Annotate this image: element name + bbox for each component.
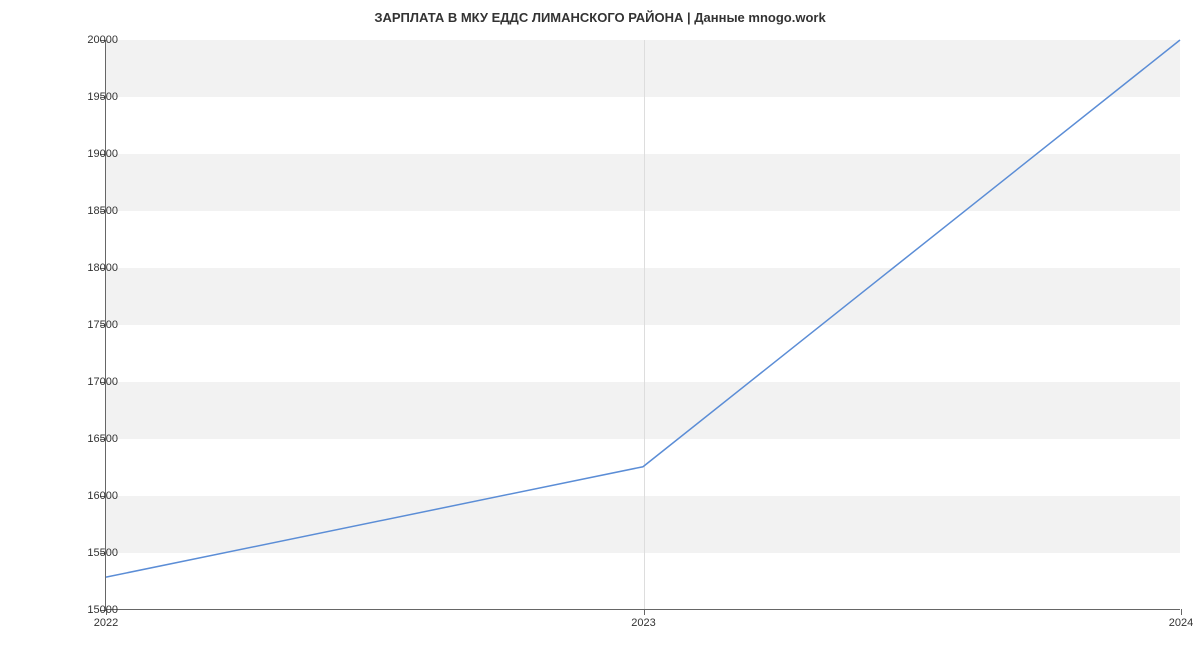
chart-title: ЗАРПЛАТА В МКУ ЕДДС ЛИМАНСКОГО РАЙОНА | … <box>0 0 1200 25</box>
chart-plot-area: 202220232024 <box>105 40 1180 610</box>
y-tick-label: 15000 <box>87 604 118 616</box>
y-tick-label: 19000 <box>87 148 118 160</box>
y-tick-label: 19500 <box>87 91 118 103</box>
y-tick-label: 17000 <box>87 376 118 388</box>
y-tick-label: 16000 <box>87 490 118 502</box>
salary-line <box>106 40 1180 577</box>
y-tick-label: 16500 <box>87 433 118 445</box>
x-tick <box>1181 609 1182 615</box>
x-tick-label: 2022 <box>94 617 118 629</box>
y-tick-label: 18500 <box>87 205 118 217</box>
y-tick-label: 18000 <box>87 262 118 274</box>
x-tick-label: 2023 <box>631 617 655 629</box>
x-tick-label: 2024 <box>1169 617 1193 629</box>
y-tick-label: 17500 <box>87 319 118 331</box>
x-tick <box>644 609 645 615</box>
y-tick-label: 20000 <box>87 34 118 46</box>
line-series <box>106 40 1180 609</box>
y-tick-label: 15500 <box>87 547 118 559</box>
